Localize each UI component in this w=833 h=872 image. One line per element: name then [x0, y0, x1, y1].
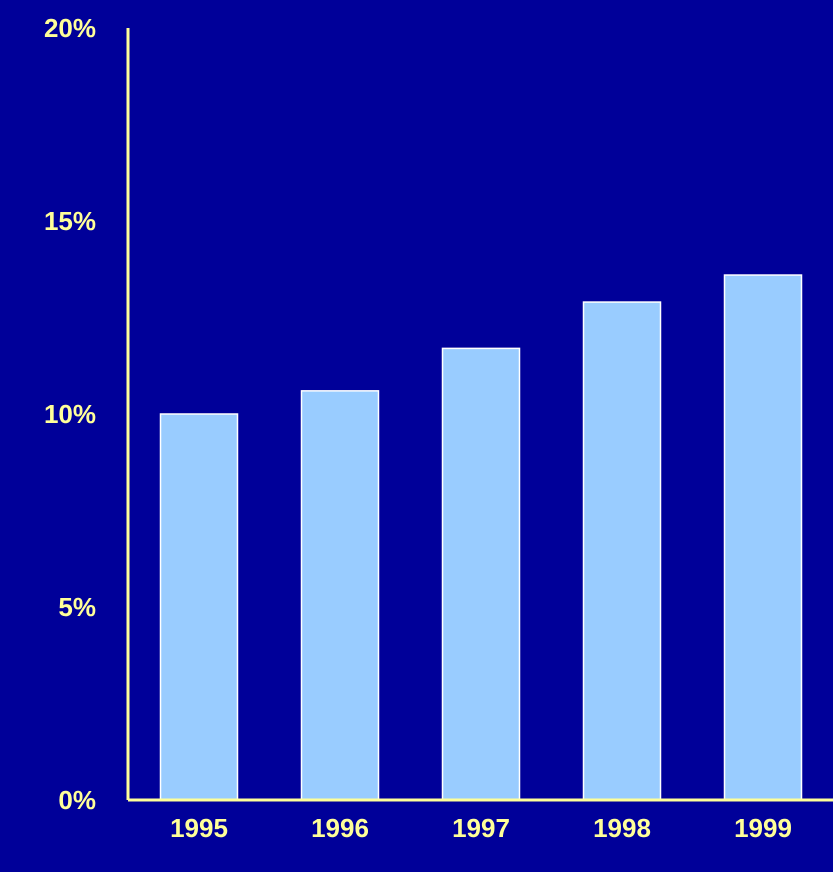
axes-group [126, 28, 833, 802]
bar-1997 [441, 347, 521, 801]
y-tick-label: 20% [44, 13, 96, 43]
y-tick-label: 5% [58, 592, 96, 622]
y-tick-label: 15% [44, 206, 96, 236]
y-tick-label: 10% [44, 399, 96, 429]
bar-1999 [723, 274, 803, 801]
x-tick-label: 1996 [311, 813, 369, 843]
bar-1996 [300, 390, 380, 801]
x-tick-label: 1998 [593, 813, 651, 843]
bars-group [159, 274, 803, 801]
x-tick-labels: 1995 1996 1997 1998 1999 [170, 813, 792, 843]
x-tick-label: 1999 [734, 813, 792, 843]
bar-1998 [582, 301, 662, 801]
y-tick-label: 0% [58, 785, 96, 815]
bar-1995 [159, 413, 239, 801]
y-tick-labels: 0% 5% 10% 15% 20% [44, 13, 96, 815]
x-tick-label: 1995 [170, 813, 228, 843]
x-tick-label: 1997 [452, 813, 510, 843]
